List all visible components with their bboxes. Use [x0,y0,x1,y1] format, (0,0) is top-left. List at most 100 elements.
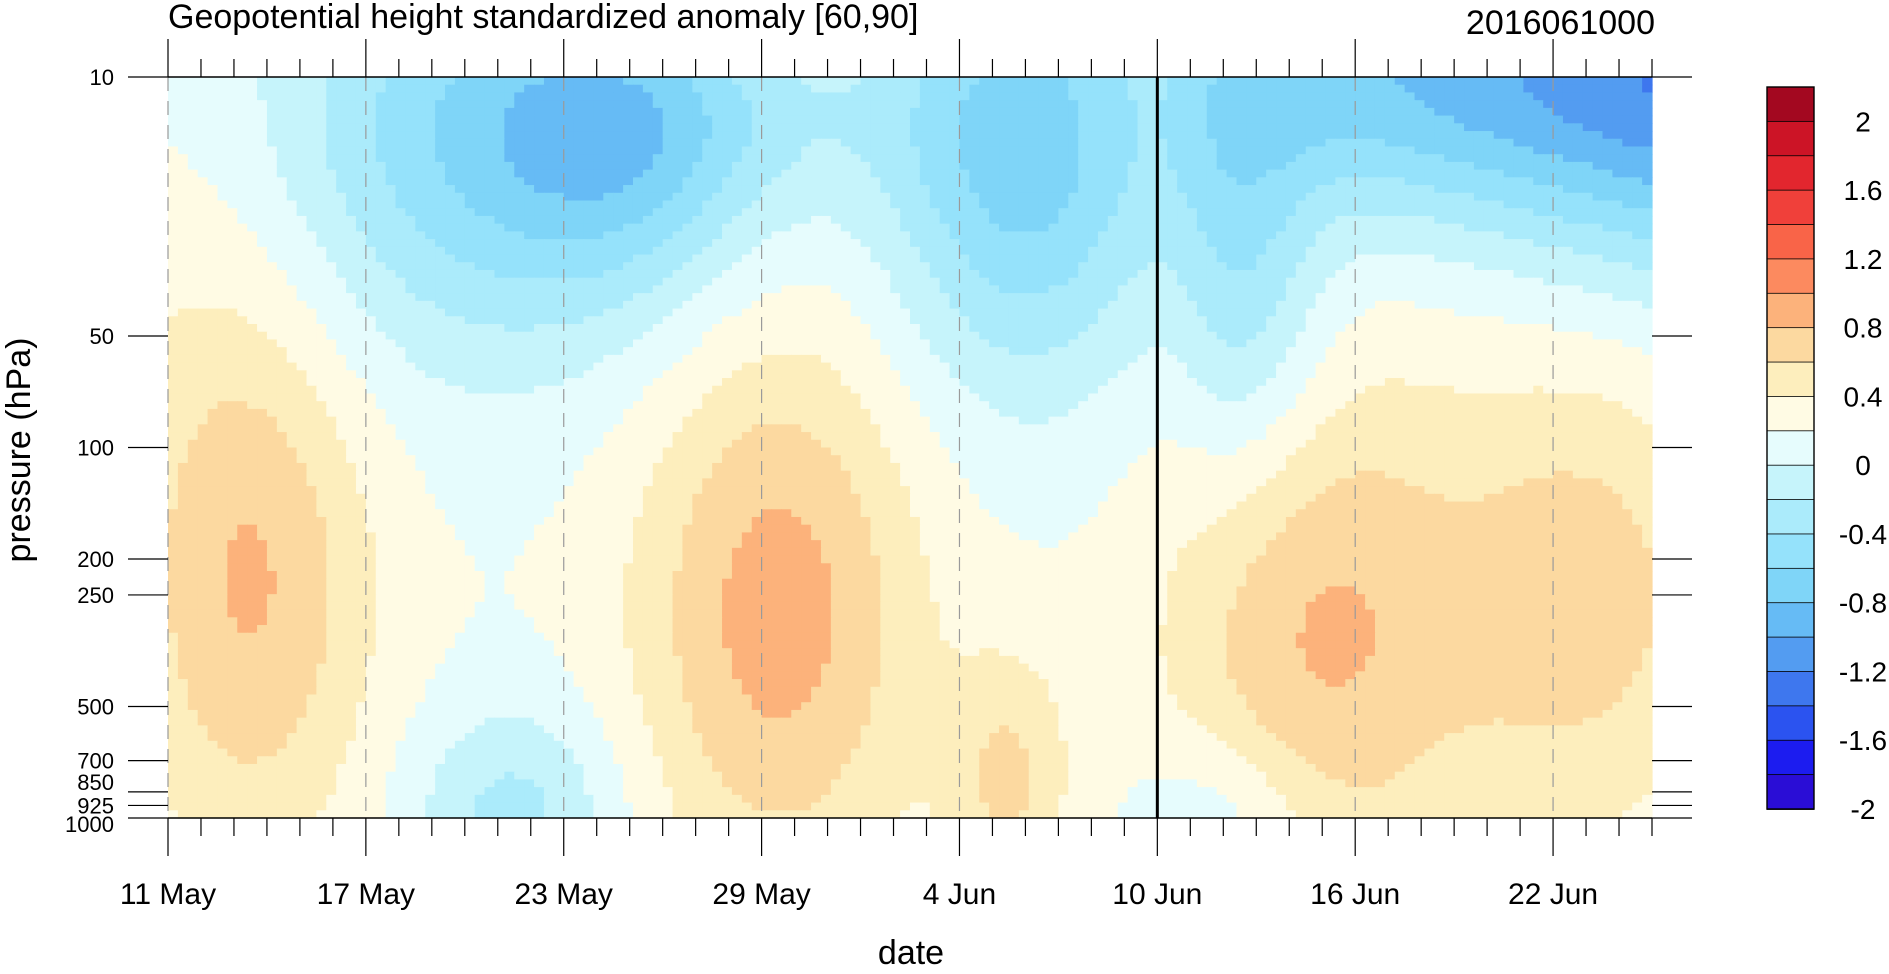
contour-cell [672,177,684,186]
contour-cell [1533,324,1544,333]
contour-cell [336,254,347,263]
contour-cell [731,324,743,333]
contour-cell [1414,138,1426,148]
contour-cell [197,246,209,256]
contour-cell [820,300,832,310]
contour-cell [751,92,763,101]
contour-cell [830,123,842,132]
contour-cell [494,308,505,317]
contour-cell [979,200,990,209]
contour-cell [1562,131,1574,140]
contour-cell [207,169,219,178]
contour-cell [326,92,337,101]
contour-cell [573,177,585,186]
contour-cell [1483,293,1495,302]
contour-cell [999,92,1010,101]
contour-cell [1187,169,1198,178]
contour-cell [1147,254,1158,263]
contour-cell [425,277,436,287]
contour-cell [1503,208,1515,217]
contour-cell [801,316,812,325]
contour-cell [1562,308,1574,317]
contour-cell [1187,231,1198,240]
contour-cell [217,223,228,232]
contour-cell [168,324,179,333]
contour-cell [1177,131,1188,140]
contour-cell [1295,285,1307,294]
contour-cell [1365,77,1376,86]
contour-cell [1523,107,1534,117]
contour-cell [1216,308,1228,317]
contour-cell [811,239,822,248]
contour-cell [890,200,901,209]
contour-cell [1424,115,1435,124]
contour-cell [840,177,852,186]
contour-cell [1266,300,1277,310]
contour-cell [1335,161,1346,171]
contour-cell [494,277,505,287]
contour-cell [1078,138,1089,148]
contour-cell [415,277,426,287]
contour-cell [524,146,535,155]
contour-cell [939,123,951,132]
contour-cell [1345,215,1356,225]
contour-cell [613,154,624,163]
contour-cell [1137,293,1149,302]
contour-cell [425,84,436,94]
contour-cell [751,154,763,163]
contour-cell [1454,285,1465,294]
contour-cell [534,331,545,341]
contour-cell [1315,262,1327,271]
contour-cell [1444,239,1455,248]
contour-cell [999,208,1010,217]
contour-cell [771,231,782,240]
contour-cell [1533,131,1544,140]
contour-cell [257,246,268,256]
contour-cell [652,161,664,171]
contour-cell [1226,293,1238,302]
contour-cell [1008,146,1020,155]
contour-cell [1553,269,1564,279]
contour-cell [830,92,842,101]
contour-cell [1305,254,1317,263]
contour-cell [1493,262,1505,271]
contour-cell [1038,84,1050,94]
contour-cell [1572,92,1584,101]
contour-cell [445,169,456,178]
contour-cell [771,246,782,256]
contour-cell [563,185,575,194]
contour-cell [435,185,446,194]
contour-cell [1088,107,1099,117]
contour-cell [949,316,961,325]
contour-cell [1315,200,1327,209]
contour-cell [504,316,515,325]
contour-cell [623,107,634,117]
contour-cell [1335,293,1346,302]
contour-cell [247,331,258,341]
contour-cell [1256,107,1267,117]
contour-cell [1028,269,1040,279]
contour-cell [504,115,515,124]
contour-cell [1127,169,1139,178]
contour-cell [969,169,980,178]
contour-cell [355,115,367,124]
contour-cell [1384,300,1396,310]
contour-cell [712,123,723,132]
contour-cell [820,115,832,124]
contour-cell [1365,185,1376,194]
contour-cell [266,92,278,101]
contour-cell [1206,215,1218,225]
contour-cell [1622,254,1633,263]
contour-cell [1592,107,1604,117]
contour-cell [247,131,258,140]
contour-cell [1177,300,1188,310]
contour-cell [563,231,575,240]
contour-cell [1632,223,1643,232]
contour-cell [336,146,347,155]
contour-cell [1285,231,1297,240]
contour-cell [801,84,812,94]
contour-cell [682,115,693,124]
contour-cell [850,177,862,186]
contour-cell [652,107,664,117]
contour-cell [1187,138,1198,148]
